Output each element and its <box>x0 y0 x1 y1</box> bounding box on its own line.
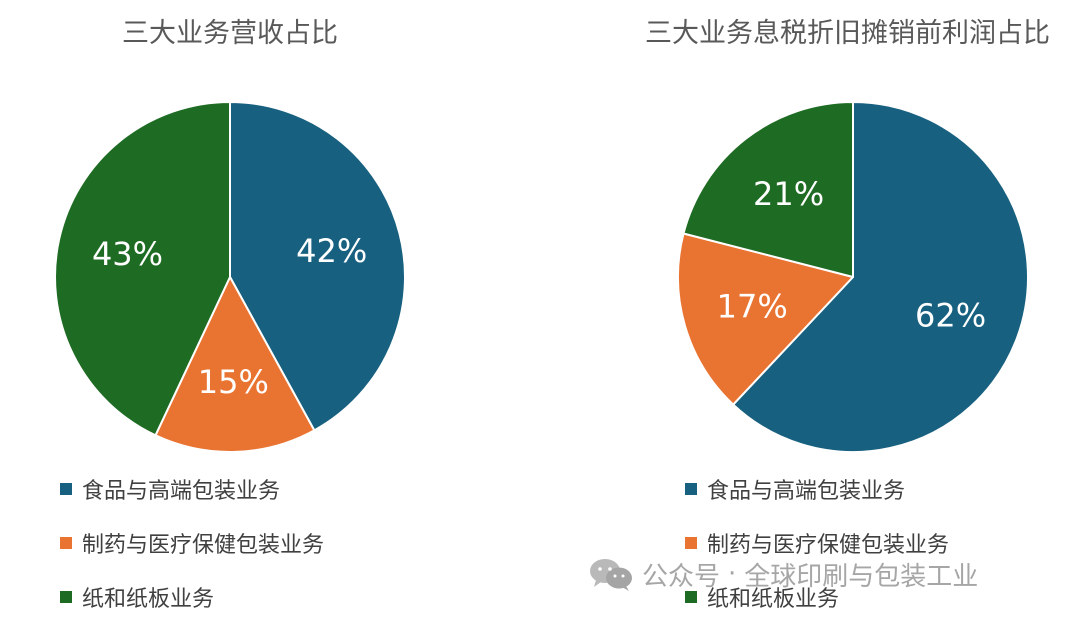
legend-item-paper: 纸和纸板业务 <box>685 570 949 624</box>
legend-swatch <box>685 483 697 495</box>
legend-item-pharma: 制药与医疗保健包装业务 <box>60 516 324 570</box>
legend-label: 食品与高端包装业务 <box>82 479 281 504</box>
pie-slice <box>682 101 854 278</box>
pie-slice <box>732 101 1029 453</box>
legend-label: 食品与高端包装业务 <box>707 479 906 504</box>
legend-swatch <box>60 483 72 495</box>
pie-slice <box>677 232 854 406</box>
wechat-icon <box>590 559 632 591</box>
legend-item-pharma: 制药与医疗保健包装业务 <box>685 516 949 570</box>
legend-item-paper: 纸和纸板业务 <box>60 570 324 624</box>
pie-slice <box>54 101 231 437</box>
slice-label: 15% <box>198 363 269 401</box>
ebitda-pie-chart: 三大业务息税折旧摊销前利润占比 62% 17% 21% 食品与高端包装业务 制药与医… <box>540 0 1080 618</box>
watermark-separator: · <box>728 559 737 589</box>
revenue-pie-chart: 三大业务营收占比 42% 15% 43% 食品与高端包装业务 制药与医疗保健包装业务… <box>0 0 540 618</box>
slice-label: 42% <box>296 232 367 270</box>
legend-item-food: 食品与高端包装业务 <box>685 462 949 516</box>
pie-plot: 42% 15% 43% <box>54 101 406 453</box>
pie-slice <box>154 276 316 453</box>
slice-label: 17% <box>717 287 788 325</box>
legend-item-food: 食品与高端包装业务 <box>60 462 324 516</box>
slice-label: 43% <box>92 235 163 273</box>
watermark-name: 全球印刷与包装工业 <box>744 561 979 592</box>
legend-label: 纸和纸板业务 <box>707 587 840 612</box>
watermark: 公众号 · 全球印刷与包装工业 <box>588 554 978 594</box>
legend-swatch <box>685 537 697 549</box>
legend-label: 制药与医疗保健包装业务 <box>82 533 325 558</box>
watermark-source: 公众号 <box>642 561 721 592</box>
legend-label: 纸和纸板业务 <box>82 587 215 612</box>
slice-label: 21% <box>753 175 824 213</box>
pie-plot: 62% 17% 21% <box>677 101 1029 453</box>
chart-title: 三大业务营收占比 <box>122 18 338 49</box>
legend-label: 制药与医疗保健包装业务 <box>707 533 950 558</box>
pie-slice <box>229 101 406 432</box>
slice-label: 62% <box>915 297 986 335</box>
legend-swatch <box>60 537 72 549</box>
legend: 食品与高端包装业务 制药与医疗保健包装业务 纸和纸板业务 <box>685 462 949 624</box>
legend: 食品与高端包装业务 制药与医疗保健包装业务 纸和纸板业务 <box>60 462 324 624</box>
chart-title: 三大业务息税折旧摊销前利润占比 <box>645 18 1050 49</box>
legend-swatch <box>60 591 72 603</box>
legend-swatch <box>685 591 697 603</box>
